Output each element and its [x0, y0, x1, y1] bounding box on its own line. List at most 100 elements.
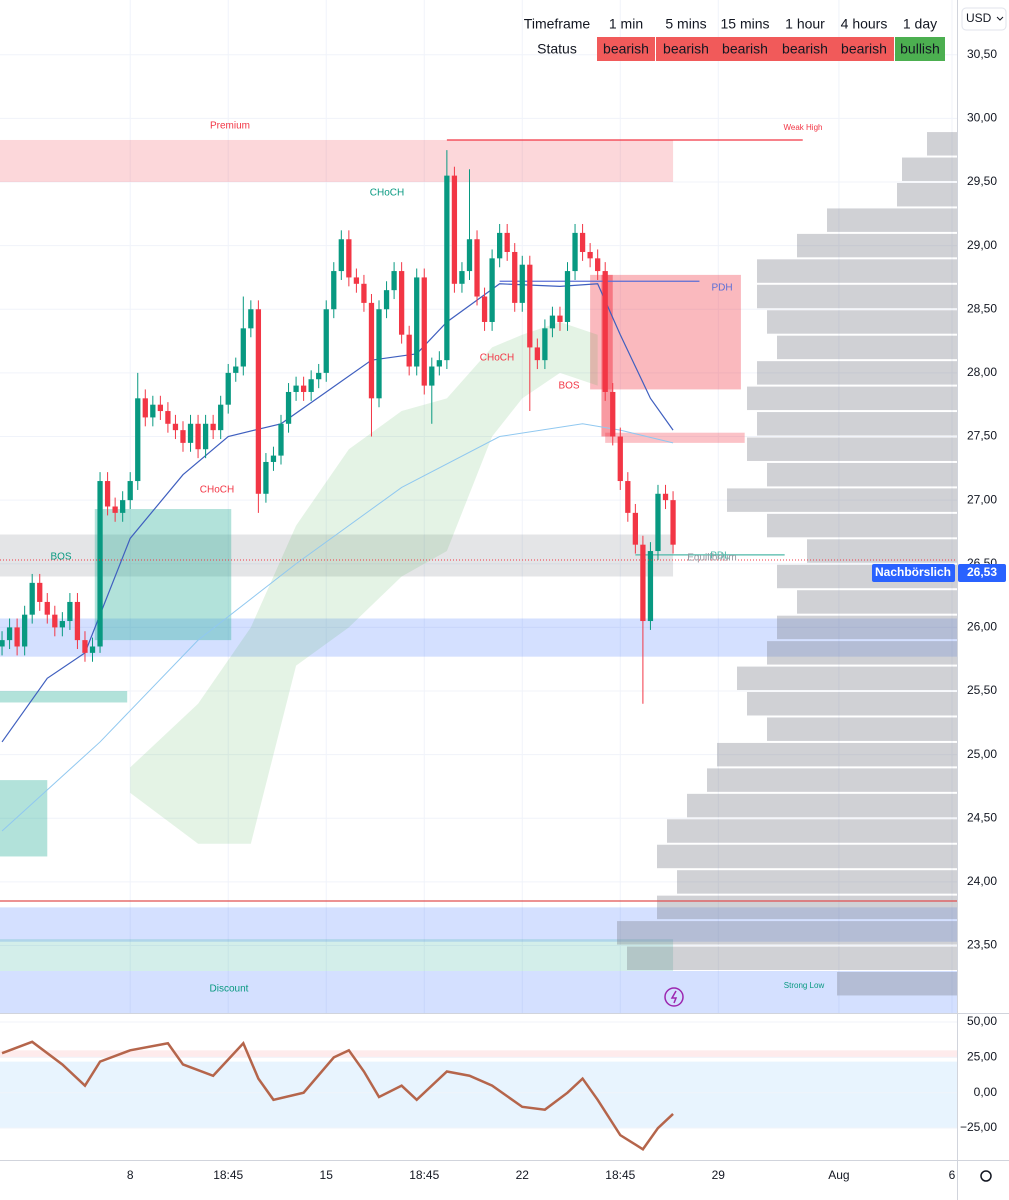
- volume-profile-bar: [757, 412, 957, 436]
- status-cell: [597, 37, 655, 61]
- candle-body: [165, 411, 171, 424]
- candle-body: [662, 493, 669, 501]
- candle-body: [225, 372, 231, 405]
- status-value: bearish: [722, 41, 768, 57]
- candle-body: [59, 621, 65, 628]
- annotation: PDL: [710, 551, 730, 562]
- volume-profile-bar: [767, 717, 957, 741]
- zone: [0, 780, 48, 857]
- table-header: 1 min: [609, 16, 643, 32]
- volume-profile-bar: [747, 437, 957, 461]
- zone: [0, 691, 128, 703]
- candle-body: [640, 544, 646, 622]
- x-tick-label: 29: [712, 1168, 726, 1182]
- candle-body: [308, 379, 314, 392]
- y-tick-label: 23,50: [967, 938, 997, 952]
- volume-profile-bar: [737, 666, 957, 691]
- candle-body: [300, 385, 307, 392]
- zone: [0, 907, 957, 942]
- candle-body: [97, 481, 103, 647]
- candle-body: [67, 601, 73, 622]
- x-tick-label: 18:45: [605, 1168, 635, 1182]
- candle-body: [127, 481, 133, 501]
- table-header: 1 day: [903, 16, 937, 32]
- volume-profile-bar: [667, 819, 957, 843]
- moving-average: [1, 423, 674, 832]
- volume-profile-bar: [777, 335, 957, 360]
- candle-body: [248, 309, 254, 329]
- candle-body: [120, 500, 126, 513]
- candle-body: [187, 423, 194, 443]
- candle-body: [316, 372, 322, 380]
- currency-button[interactable]: [961, 7, 1007, 31]
- zone: [590, 274, 741, 390]
- status-cell: [715, 37, 775, 61]
- last-price-box: [958, 563, 1006, 582]
- settings-icon[interactable]: [980, 1170, 992, 1182]
- candle-body: [255, 309, 262, 494]
- annotation: CHoCH: [370, 188, 404, 199]
- table-header: 15 mins: [720, 16, 769, 32]
- zone: [0, 971, 957, 1013]
- candle-body: [549, 315, 556, 329]
- currency-caret: [996, 16, 1004, 21]
- volume-profile-bar: [707, 768, 957, 792]
- alert-bolt: [670, 990, 678, 1004]
- currency[interactable]: USD: [966, 11, 992, 25]
- y-tick-label: 25,50: [967, 683, 997, 697]
- candle-body: [0, 640, 5, 647]
- annotation: Strong Low: [784, 981, 825, 990]
- cloud: [130, 321, 598, 844]
- x-tick-label: 8: [127, 1168, 134, 1182]
- candle-body: [368, 302, 375, 399]
- candle-body: [44, 601, 50, 615]
- candle-body: [52, 614, 58, 628]
- volume-profile-bar: [747, 692, 957, 716]
- alert-icon[interactable]: [664, 987, 684, 1007]
- session-label-box: [872, 563, 955, 582]
- status-value: bearish: [663, 41, 709, 57]
- table-header: Timeframe: [524, 16, 591, 32]
- zone: [605, 432, 745, 443]
- candle-body: [647, 551, 654, 622]
- status-table: Timeframe 1 min 5 mins 15 mins 1 hour 4 hours…: [524, 16, 945, 61]
- candle-body: [202, 423, 209, 450]
- y-tick-label: 25,00: [967, 747, 997, 761]
- status-cell: [775, 37, 835, 61]
- candle-body: [421, 277, 427, 386]
- volume-profile-bar: [657, 844, 957, 869]
- candle-body: [29, 582, 35, 615]
- y-tick-label: 30,00: [967, 111, 997, 125]
- zone: [0, 939, 674, 972]
- candle-body: [263, 461, 269, 494]
- candle-body: [89, 646, 96, 653]
- candle-body: [233, 366, 239, 373]
- y-tick-label: 26,00: [967, 620, 997, 634]
- candle-body: [353, 277, 360, 284]
- candle-body: [610, 391, 616, 437]
- annotation: BOS: [558, 381, 579, 392]
- candle-body: [617, 436, 623, 482]
- volume-profile-bar: [747, 386, 957, 411]
- main-pane: Premium Weak High CHoCH CHoCH CHoCH BOS BOS PDH…: [0, 0, 957, 1013]
- annotation: BOS: [50, 552, 71, 563]
- status-value: bullish: [900, 41, 940, 57]
- candle-body: [436, 360, 442, 367]
- candle-body: [519, 264, 525, 303]
- candle-body: [564, 271, 571, 322]
- candle-body: [376, 309, 382, 399]
- volume-profile-bar: [927, 132, 957, 156]
- candle-body: [670, 500, 676, 545]
- oscillator-pane: [0, 1021, 957, 1151]
- candle-body: [6, 627, 13, 641]
- volume-profile-bar: [757, 361, 957, 385]
- candle-body: [323, 309, 329, 373]
- volume-profile-bar: [757, 284, 957, 309]
- candle-body: [587, 251, 593, 259]
- candle-body: [504, 232, 510, 252]
- volume-profile-bar: [757, 259, 957, 283]
- zone: [0, 139, 674, 182]
- candle-body: [331, 271, 337, 310]
- y-tick-label: 28,50: [967, 301, 997, 315]
